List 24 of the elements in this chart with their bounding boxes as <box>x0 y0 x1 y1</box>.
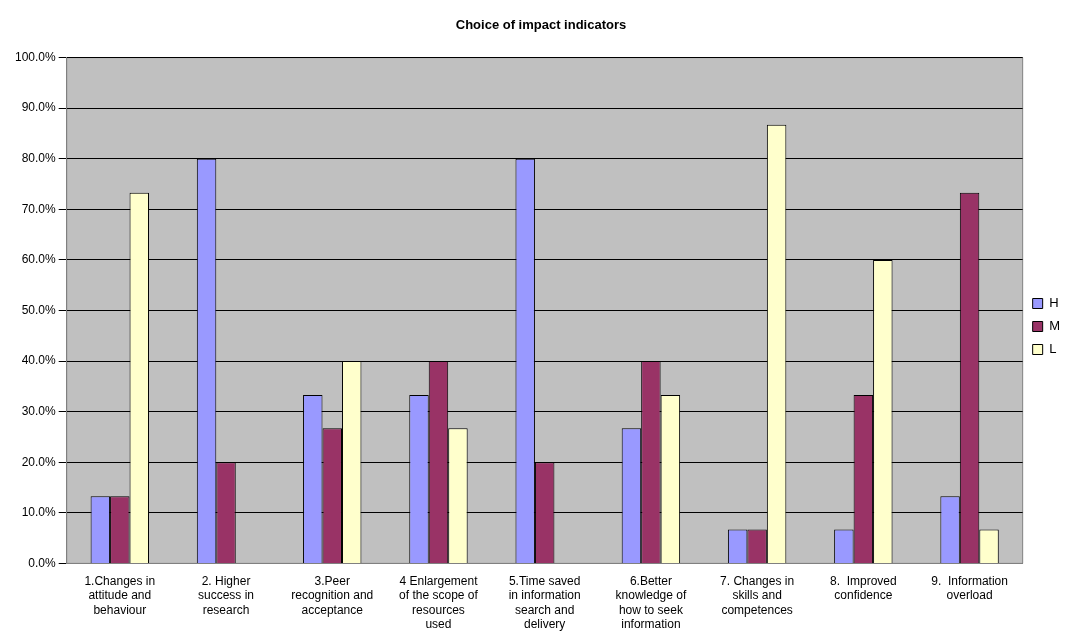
y-tick-label: 60.0% <box>21 252 57 267</box>
y-tick-label: 0.0% <box>28 555 57 570</box>
legend-label: L <box>1049 341 1057 357</box>
x-tick-label: 2. Higher success in research <box>198 573 255 617</box>
x-tick-label: 9. Information overload <box>931 573 1008 603</box>
chart-title: Choice of impact indicators <box>455 17 627 33</box>
legend-label: M <box>1049 318 1061 334</box>
y-tick-label: 40.0% <box>21 353 57 368</box>
y-tick-label: 10.0% <box>21 505 57 520</box>
y-tick-label: 90.0% <box>21 100 57 115</box>
y-tick-label: 70.0% <box>21 201 57 216</box>
legend-label: H <box>1049 295 1059 311</box>
y-tick-label: 50.0% <box>21 302 57 317</box>
y-tick-label: 30.0% <box>21 403 57 418</box>
y-tick-label: 100.0% <box>15 49 57 64</box>
x-tick-label: 3.Peer recognition and acceptance <box>291 573 374 617</box>
x-tick-label: 7. Changes in skills and competences <box>720 573 795 617</box>
x-tick-label: 4 Enlargement of the scope of resources used <box>399 573 479 632</box>
x-tick-label: 6.Better knowledge of how to seek information <box>615 573 687 632</box>
x-tick-label: 1.Changes in attitude and behaviour <box>84 573 156 617</box>
x-tick-label: 8. Improved confidence <box>829 573 897 603</box>
x-tick-label: 5.Time saved in information search and delivery <box>508 573 581 632</box>
y-tick-label: 80.0% <box>21 151 57 166</box>
y-tick-label: 20.0% <box>21 454 57 469</box>
